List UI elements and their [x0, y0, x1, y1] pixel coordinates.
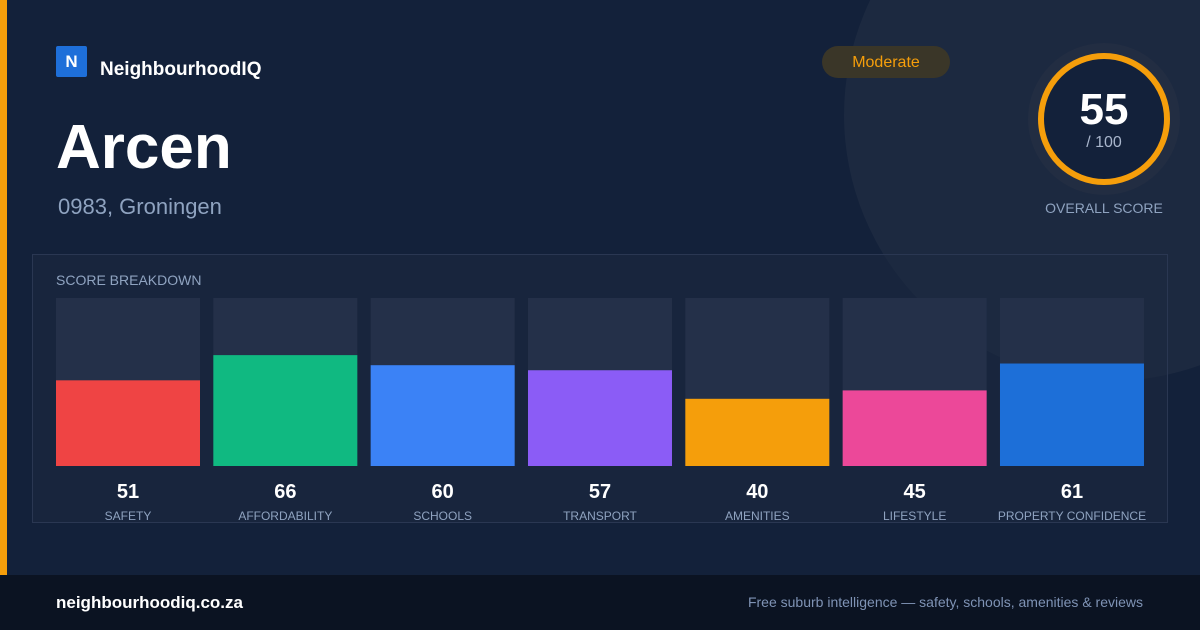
bar-value: 66	[274, 481, 296, 503]
bar-label: AMENITIES	[725, 509, 790, 523]
bar	[370, 365, 515, 466]
bars: 51 SAFETY 66 AFFORDABILITY 60 SCHOOLS 57 TRANSP…	[56, 298, 1146, 523]
bar-label: TRANSPORT	[563, 509, 637, 523]
overall-caption: OVERALL SCORE	[1045, 200, 1163, 216]
overall-score: 55	[1080, 85, 1129, 134]
bar-value: 60	[432, 481, 454, 503]
bar-value: 61	[1061, 481, 1083, 503]
bar-label: SAFETY	[105, 509, 152, 523]
suburb-location: 0983, Groningen	[58, 194, 222, 219]
footer	[0, 575, 1200, 630]
brand-name: NeighbourhoodIQ	[100, 59, 261, 80]
bar-value: 51	[117, 481, 139, 503]
bar	[527, 370, 672, 466]
bar	[685, 398, 830, 466]
overall-scale: / 100	[1086, 134, 1122, 151]
bar-label: SCHOOLS	[413, 509, 472, 523]
score-ring	[1038, 53, 1170, 185]
bar	[213, 355, 358, 466]
rating-pill	[822, 46, 950, 78]
footer-tagline: Free suburb intelligence — safety, schoo…	[748, 594, 1143, 610]
bar-label: AFFORDABILITY	[238, 509, 332, 523]
logo-box	[56, 46, 87, 77]
bar-value: 57	[589, 481, 611, 503]
bar	[999, 363, 1144, 466]
bar-label: LIFESTYLE	[883, 509, 946, 523]
bar-label: PROPERTY CONFIDENCE	[998, 509, 1146, 523]
footer-site: neighbourhoodiq.co.za	[56, 593, 244, 612]
bar	[842, 390, 987, 466]
bar-value: 40	[746, 481, 768, 503]
logo-letter: N	[65, 52, 77, 71]
suburb-name: Arcen	[56, 113, 232, 182]
breakdown-title: SCORE BREAKDOWN	[56, 272, 201, 288]
bar-value: 45	[904, 481, 926, 503]
accent-strip	[0, 0, 7, 575]
bar	[56, 380, 200, 466]
rating-text: Moderate	[852, 54, 920, 71]
